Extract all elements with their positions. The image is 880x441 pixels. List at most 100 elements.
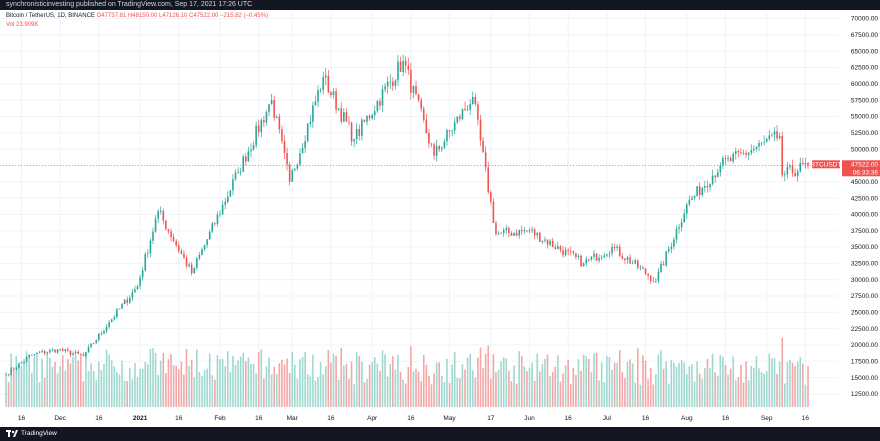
- candle-body[interactable]: [43, 350, 46, 354]
- candle-body[interactable]: [523, 230, 526, 232]
- candle-body[interactable]: [660, 263, 662, 272]
- candle-body[interactable]: [783, 174, 786, 176]
- candle-body[interactable]: [366, 115, 368, 122]
- candle-body[interactable]: [634, 260, 637, 264]
- candle-body[interactable]: [196, 258, 198, 268]
- candle-body[interactable]: [737, 151, 740, 153]
- candle-body[interactable]: [551, 240, 554, 247]
- candle-body[interactable]: [441, 147, 443, 150]
- candle-body[interactable]: [727, 157, 729, 159]
- candle-body[interactable]: [647, 273, 649, 276]
- candle-body[interactable]: [433, 144, 435, 156]
- candle-body[interactable]: [108, 322, 110, 327]
- candle-body[interactable]: [564, 249, 567, 256]
- candle-body[interactable]: [456, 116, 459, 123]
- candle-body[interactable]: [569, 250, 572, 252]
- candle-body[interactable]: [74, 351, 77, 354]
- candle-body[interactable]: [221, 204, 224, 215]
- candle-body[interactable]: [750, 150, 753, 153]
- candle-body[interactable]: [696, 186, 698, 196]
- candle-body[interactable]: [582, 263, 585, 267]
- candle-body[interactable]: [404, 60, 407, 66]
- candle-body[interactable]: [495, 222, 497, 234]
- candle-body[interactable]: [613, 247, 616, 248]
- candle-body[interactable]: [113, 317, 116, 320]
- candle-body[interactable]: [562, 250, 564, 256]
- candle-body[interactable]: [549, 240, 551, 245]
- candle-body[interactable]: [381, 89, 384, 106]
- candle-body[interactable]: [722, 158, 724, 166]
- candle-body[interactable]: [796, 171, 799, 177]
- candle-body[interactable]: [198, 254, 201, 259]
- candle-body[interactable]: [363, 119, 366, 122]
- candle-body[interactable]: [211, 223, 214, 232]
- candle-body[interactable]: [288, 164, 291, 182]
- candle-body[interactable]: [508, 228, 510, 233]
- candle-body[interactable]: [546, 239, 549, 245]
- candle-body[interactable]: [177, 245, 180, 252]
- candle-body[interactable]: [595, 253, 598, 261]
- candle-body[interactable]: [706, 185, 709, 188]
- candle-body[interactable]: [531, 229, 533, 231]
- candle-body[interactable]: [343, 112, 345, 122]
- candle-body[interactable]: [585, 259, 588, 264]
- candle-body[interactable]: [412, 85, 415, 93]
- candle-body[interactable]: [162, 210, 165, 221]
- candle-body[interactable]: [616, 246, 618, 248]
- candle-body[interactable]: [678, 227, 680, 229]
- candle-body[interactable]: [644, 268, 647, 274]
- candle-body[interactable]: [544, 239, 546, 241]
- candle-body[interactable]: [332, 91, 335, 95]
- candle-body[interactable]: [105, 326, 108, 332]
- candle-body[interactable]: [443, 141, 446, 148]
- candle-body[interactable]: [175, 241, 177, 246]
- candle-body[interactable]: [355, 129, 358, 140]
- candle-body[interactable]: [82, 354, 85, 357]
- candle-body[interactable]: [152, 231, 154, 241]
- candle-body[interactable]: [353, 139, 355, 142]
- candle-body[interactable]: [263, 120, 265, 123]
- candle-body[interactable]: [7, 374, 10, 376]
- candle-body[interactable]: [629, 257, 631, 264]
- candle-body[interactable]: [193, 267, 196, 274]
- candle-body[interactable]: [247, 151, 250, 162]
- candle-body[interactable]: [515, 232, 518, 236]
- candle-body[interactable]: [224, 201, 226, 205]
- candle-body[interactable]: [20, 362, 23, 364]
- candle-body[interactable]: [466, 109, 469, 111]
- candle-body[interactable]: [533, 229, 536, 236]
- candle-body[interactable]: [417, 94, 420, 101]
- candle-body[interactable]: [85, 352, 87, 357]
- candle-body[interactable]: [711, 175, 714, 185]
- candle-body[interactable]: [453, 122, 456, 131]
- candle-body[interactable]: [116, 309, 118, 318]
- candle-body[interactable]: [306, 123, 309, 142]
- candle-body[interactable]: [474, 96, 477, 105]
- candle-body[interactable]: [180, 251, 183, 254]
- candle-body[interactable]: [144, 254, 147, 271]
- candle-body[interactable]: [683, 213, 686, 223]
- candle-body[interactable]: [350, 122, 353, 142]
- candle-body[interactable]: [345, 112, 348, 122]
- candle-body[interactable]: [201, 249, 203, 255]
- candle-body[interactable]: [103, 331, 105, 334]
- candle-body[interactable]: [479, 119, 482, 141]
- tradingview-brand[interactable]: TradingView: [6, 430, 57, 437]
- candle-body[interactable]: [500, 232, 502, 234]
- candle-body[interactable]: [691, 197, 693, 200]
- candle-body[interactable]: [299, 153, 301, 165]
- candle-body[interactable]: [415, 85, 417, 95]
- candle-body[interactable]: [268, 104, 270, 112]
- candle-body[interactable]: [286, 152, 288, 165]
- candle-body[interactable]: [776, 131, 778, 139]
- candle-body[interactable]: [693, 195, 696, 198]
- candle-body[interactable]: [740, 152, 742, 153]
- candle-body[interactable]: [36, 352, 38, 355]
- candle-body[interactable]: [126, 299, 128, 303]
- candle-body[interactable]: [18, 363, 20, 368]
- candle-body[interactable]: [557, 246, 559, 249]
- candle-body[interactable]: [273, 100, 275, 118]
- candle-body[interactable]: [618, 246, 621, 257]
- candle-body[interactable]: [219, 214, 221, 216]
- candle-body[interactable]: [190, 264, 193, 274]
